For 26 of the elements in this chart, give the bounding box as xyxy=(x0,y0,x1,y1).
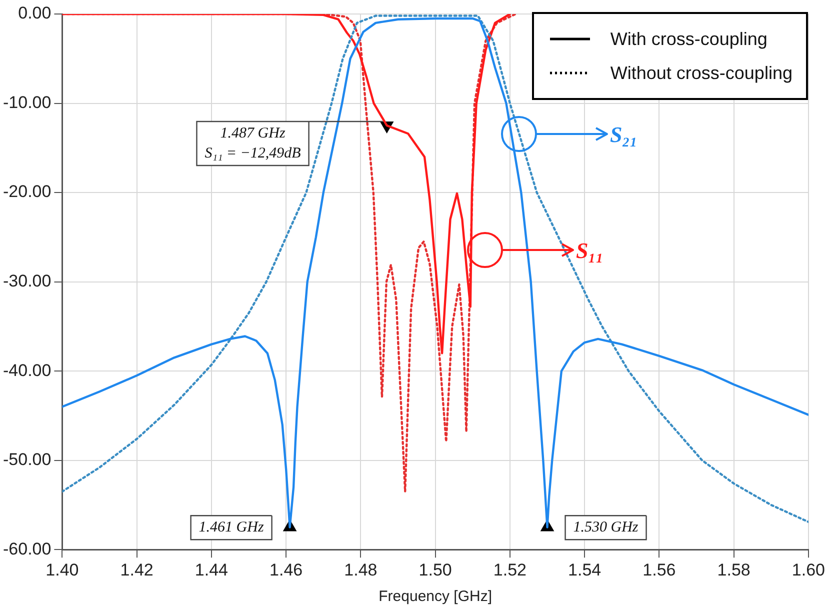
x-tick-label: 1.50 xyxy=(418,560,452,580)
y-tick-label: 0.00 xyxy=(18,4,52,23)
y-tick-label: -10.00 xyxy=(3,92,52,112)
x-tick-label: 1.60 xyxy=(792,560,826,580)
y-tick-label: -60.00 xyxy=(3,539,52,558)
x-tick-label: 1.54 xyxy=(568,560,602,580)
y-tick-label: -50.00 xyxy=(3,450,52,470)
x-tick-label: 1.56 xyxy=(642,560,676,580)
annotation: S₂₁ xyxy=(610,122,638,147)
x-tick-label: 1.44 xyxy=(194,560,228,580)
annotation: 1.530 GHz xyxy=(573,520,638,536)
x-tick-label: 1.48 xyxy=(344,560,378,580)
annotation: With cross-coupling xyxy=(610,28,768,50)
y-tick-label: -30.00 xyxy=(3,271,52,290)
annotation: S₁₁ xyxy=(576,238,604,263)
y-tick-label: -20.00 xyxy=(3,182,52,202)
annotation: 1.461 GHz xyxy=(198,520,264,536)
annotation: Without cross-coupling xyxy=(610,62,792,84)
y-tick-label: -40.00 xyxy=(3,360,52,380)
x-axis-title: Frequency [GHz] xyxy=(378,588,492,606)
x-tick-label: 1.40 xyxy=(46,560,79,580)
x-tick-label: 1.42 xyxy=(120,560,154,580)
x-tick-label: 1.52 xyxy=(493,560,526,580)
annotation: 1.487 GHz S₁₁ = −12,49dB xyxy=(204,125,301,162)
x-tick-label: 1.46 xyxy=(270,560,303,580)
x-tick-label: 1.58 xyxy=(717,560,750,580)
